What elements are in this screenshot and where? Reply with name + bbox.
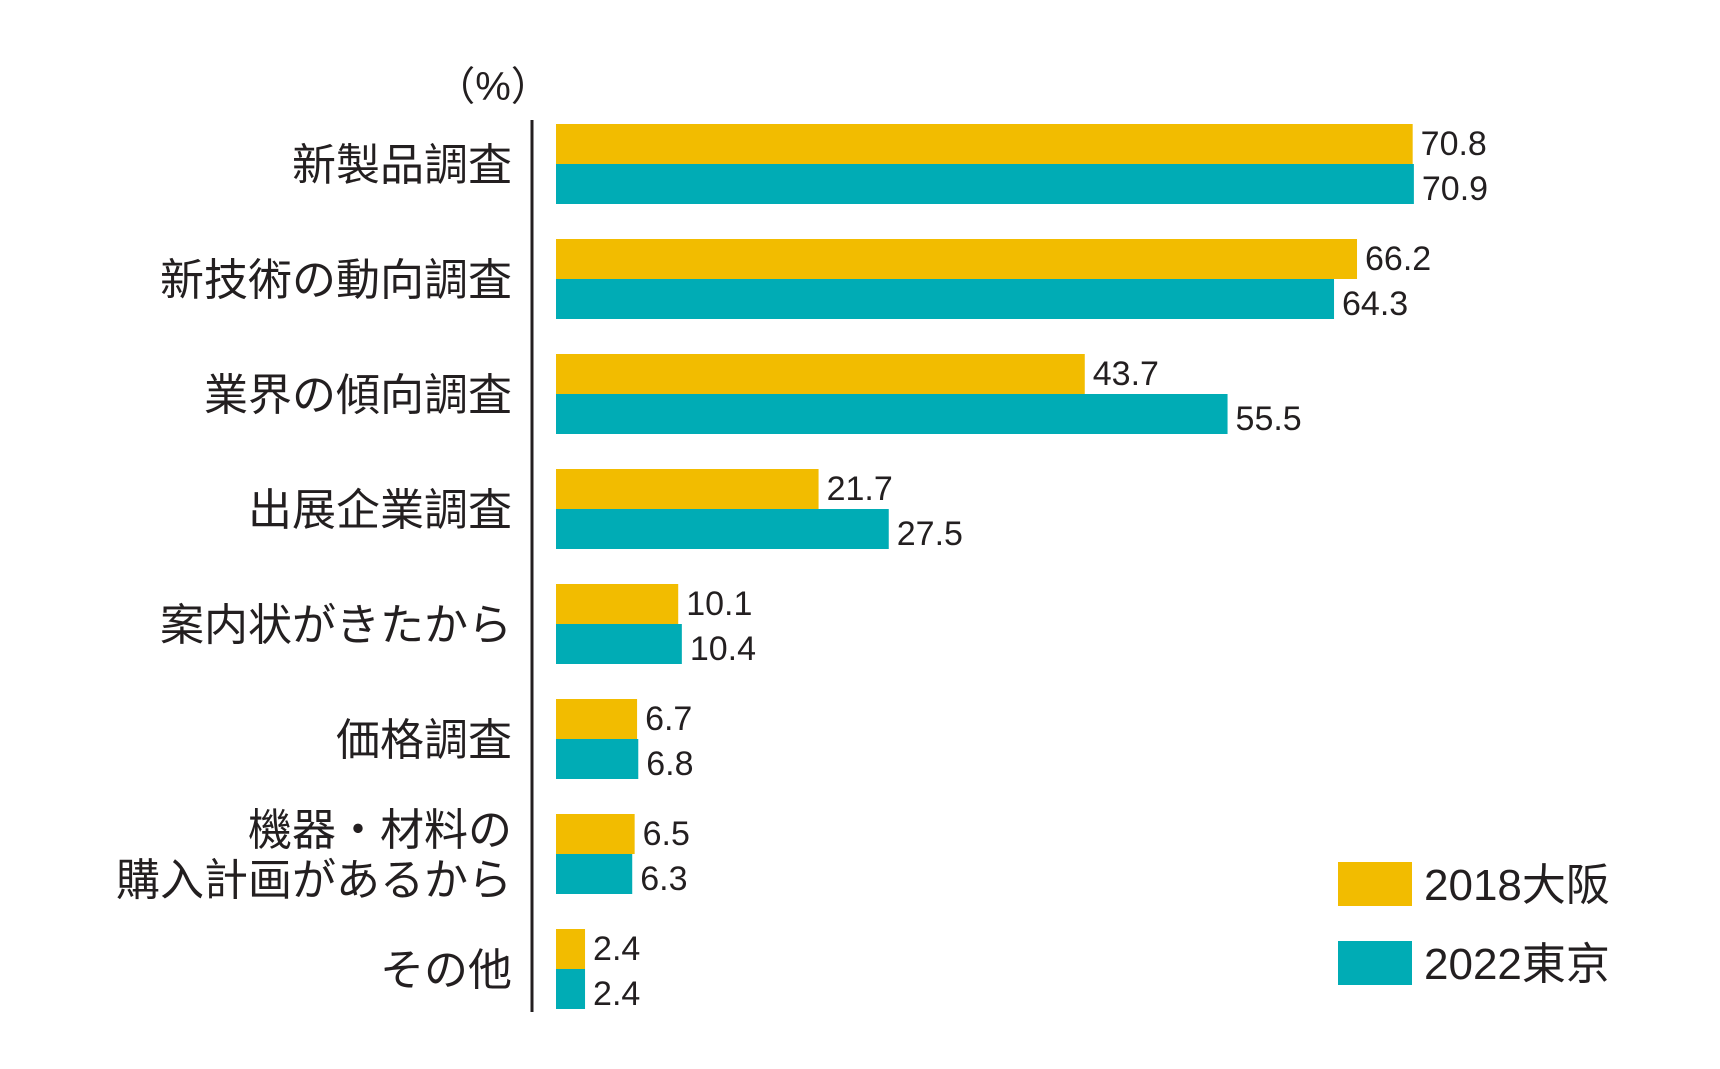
- category-label: 出展企業調査: [248, 486, 512, 535]
- value-label: 64.3: [1342, 285, 1408, 323]
- value-label: 55.5: [1236, 400, 1302, 438]
- value-label: 21.7: [827, 470, 893, 508]
- bar-series-1: [556, 699, 638, 739]
- category-labels: 新製品調査新技術の動向調査業界の傾向調査出展企業調査案内状がきたから価格調査機器…: [116, 141, 512, 995]
- category-label: その他: [380, 946, 512, 995]
- category-label: 価格調査: [336, 716, 512, 765]
- category-label: 案内状がきたから: [160, 601, 512, 650]
- bar-series-1: [556, 124, 1413, 164]
- legend: 2018大阪 2022東京: [1338, 861, 1610, 989]
- bar-series-2: [556, 739, 639, 779]
- value-label: 2.4: [593, 975, 640, 1013]
- legend-label: 2018大阪: [1424, 861, 1610, 910]
- bar-series-1: [556, 469, 819, 509]
- value-label: 66.2: [1365, 240, 1431, 278]
- bar-series-2: [556, 969, 586, 1009]
- unit-label: （%）: [435, 65, 551, 109]
- value-label: 6.7: [645, 700, 692, 738]
- value-label: 2.4: [593, 930, 640, 968]
- category-label: 新技術の動向調査: [160, 256, 512, 305]
- bar-series-2: [556, 394, 1228, 434]
- bar-series-2: [556, 509, 889, 549]
- bar-series-2: [556, 279, 1335, 319]
- bar-series-2: [556, 164, 1414, 204]
- value-label: 70.9: [1422, 170, 1488, 208]
- value-label: 6.3: [640, 860, 687, 898]
- category-label: 購入計画があるから: [116, 856, 512, 905]
- bar-series-2: [556, 624, 682, 664]
- value-label: 10.1: [686, 585, 752, 623]
- bar-series: [556, 124, 1414, 1009]
- legend-swatch: [1338, 862, 1412, 906]
- value-label: 27.5: [897, 515, 963, 553]
- legend-label: 2022東京: [1424, 940, 1610, 989]
- value-labels: 70.8 70.9 66.2 64.3 43.7 55.5 21.727.5 10.1 10.4…: [593, 125, 1488, 1013]
- category-label: 業界の傾向調査: [204, 371, 512, 420]
- value-label: 6.8: [646, 745, 693, 783]
- bar-series-1: [556, 929, 586, 969]
- bar-series-1: [556, 354, 1085, 394]
- bar-series-2: [556, 854, 633, 894]
- category-label: 機器・材料の: [248, 806, 512, 855]
- value-label: 70.8: [1421, 125, 1487, 163]
- bar-series-1: [556, 239, 1358, 279]
- value-label: 43.7: [1093, 355, 1159, 393]
- bar-series-1: [556, 584, 679, 624]
- value-label: 6.5: [643, 815, 690, 853]
- category-label: 新製品調査: [292, 141, 512, 190]
- legend-swatch: [1338, 941, 1412, 985]
- value-label: 10.4: [690, 630, 756, 668]
- bar-series-1: [556, 814, 635, 854]
